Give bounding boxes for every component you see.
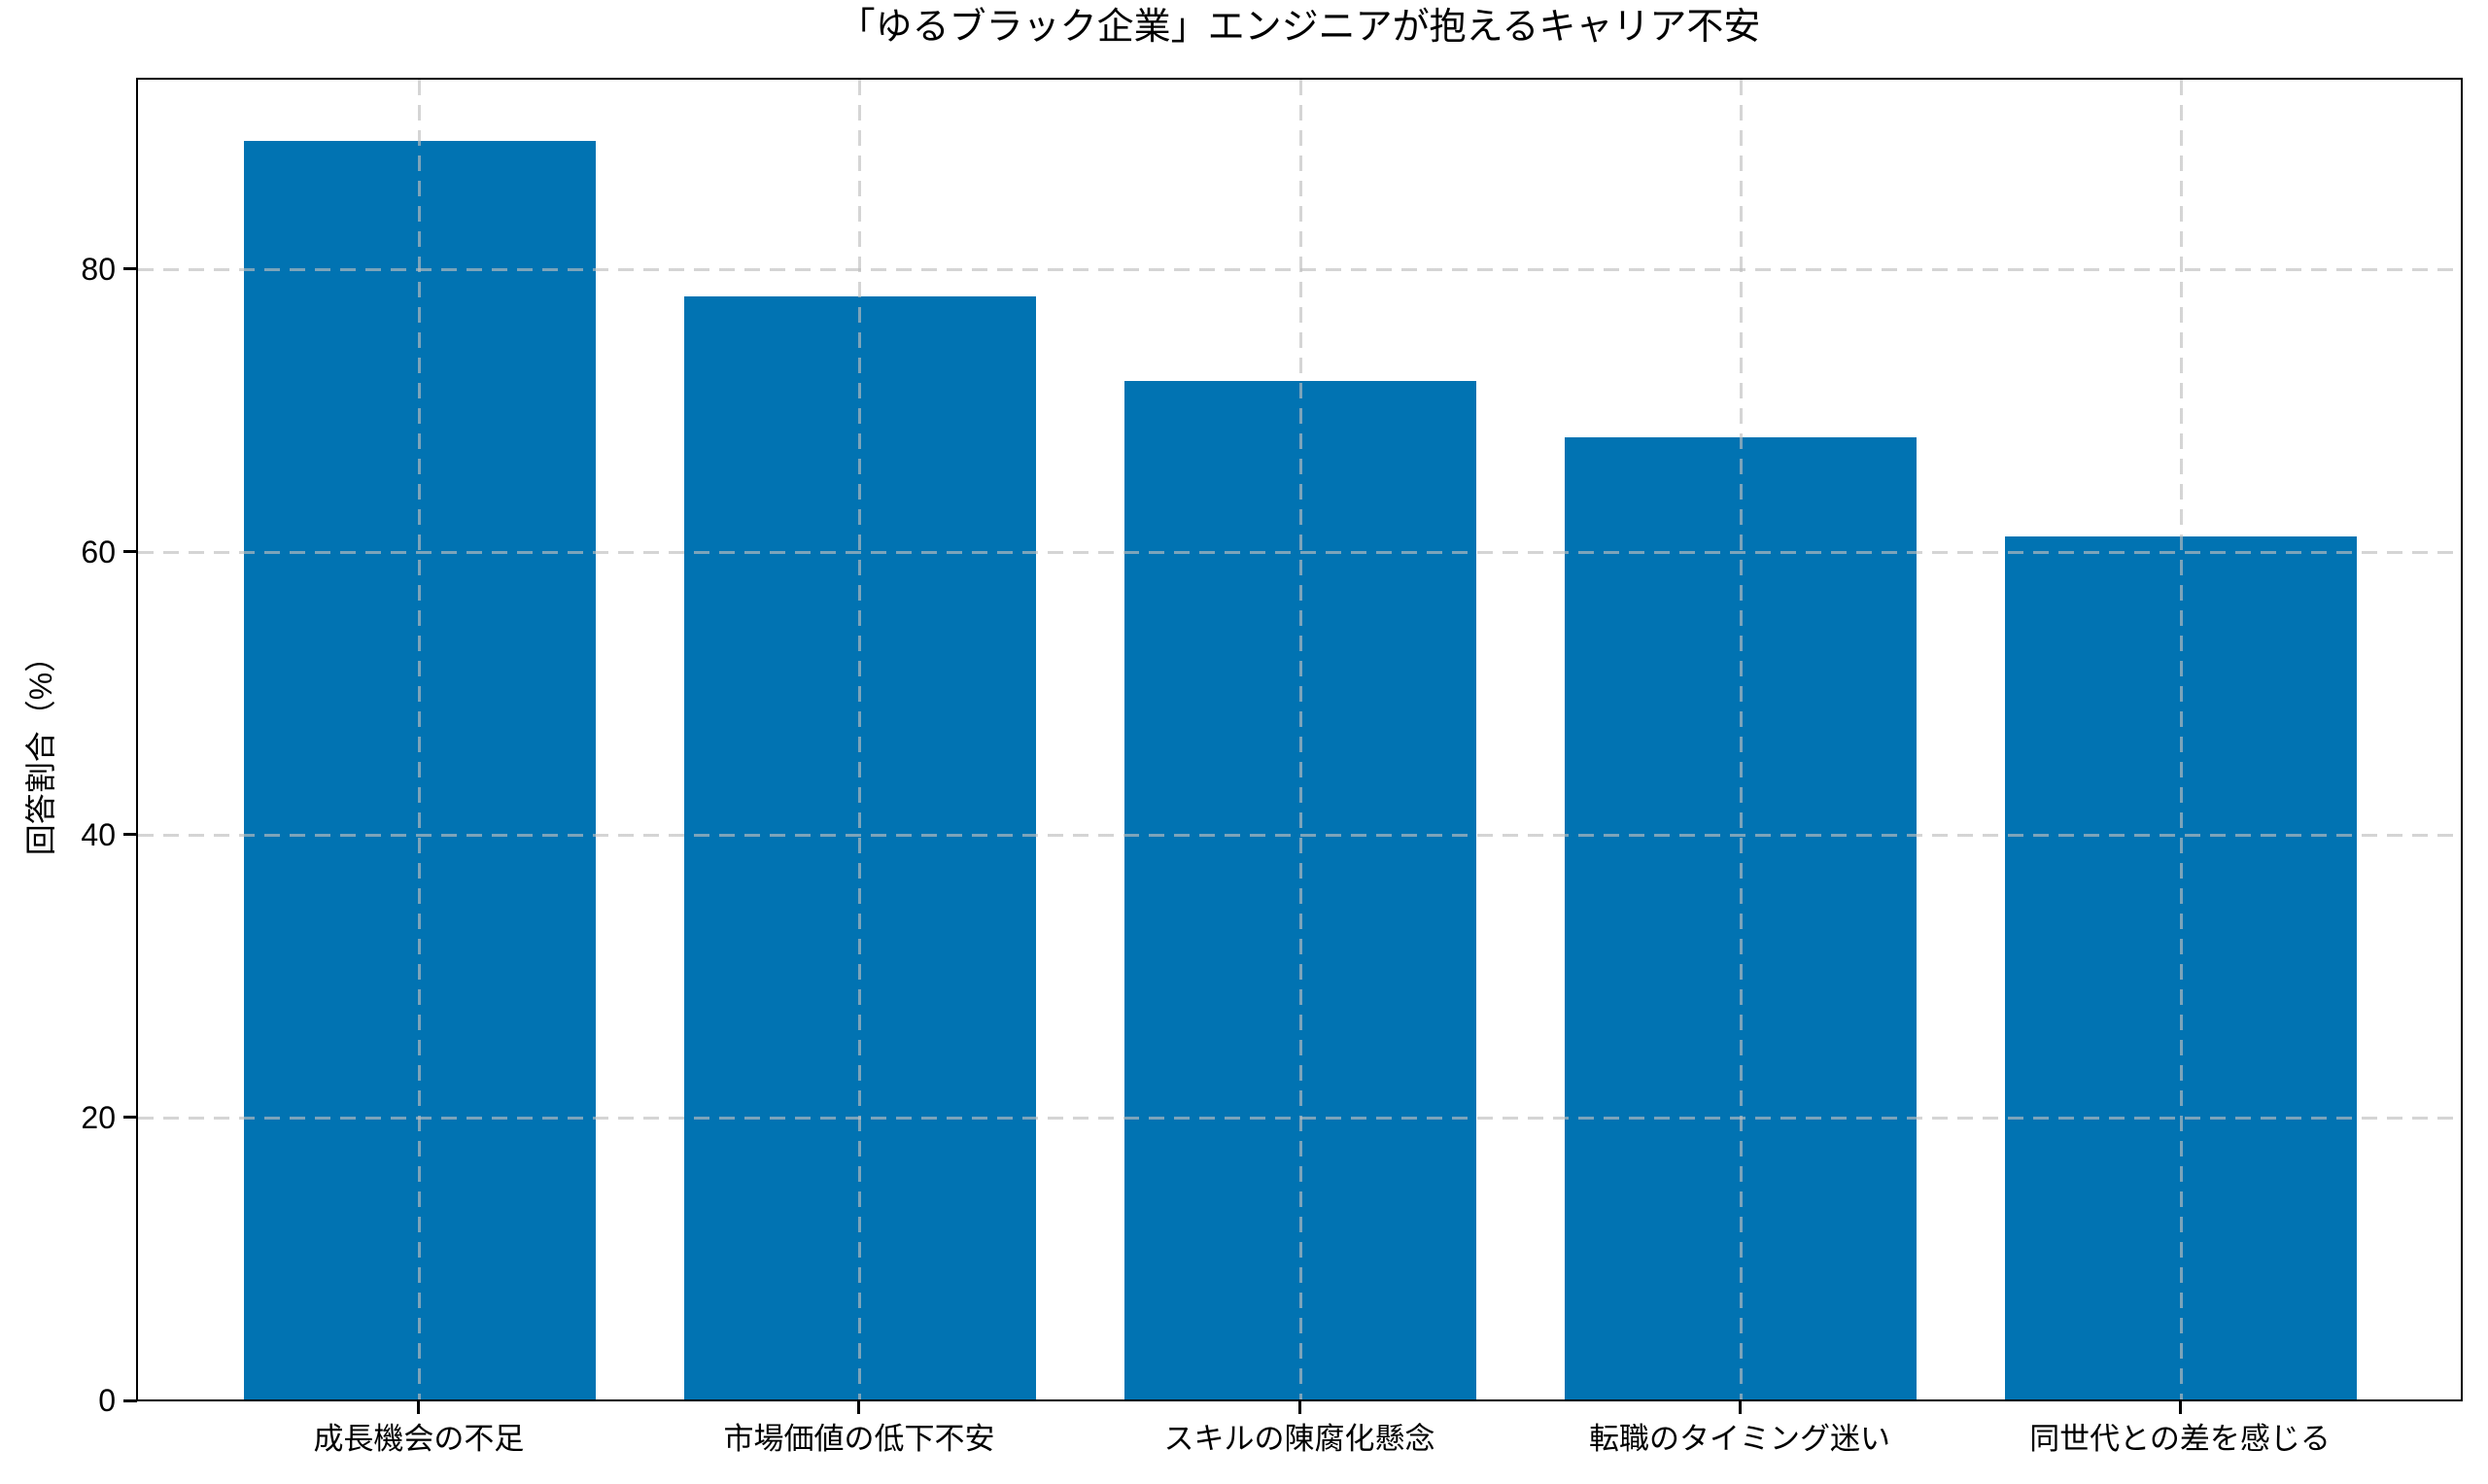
gridline-vertical — [858, 80, 862, 1399]
gridline-vertical — [1298, 80, 1302, 1399]
gridline-vertical — [1739, 80, 1743, 1399]
y-tick-label: 60 — [81, 534, 116, 569]
plot-area — [136, 78, 2463, 1401]
gridline-vertical — [418, 80, 422, 1399]
chart-title: 「ゆるブラック企業」エンジニアが抱えるキャリア不安 — [838, 7, 1761, 48]
x-tick-label: 転職のタイミング迷い — [1589, 1422, 1891, 1456]
y-tick-label: 0 — [98, 1383, 116, 1418]
y-tick-label: 40 — [81, 816, 116, 852]
gridline-vertical — [2179, 80, 2183, 1399]
x-tick-mark — [1297, 1400, 1301, 1414]
y-tick-mark — [123, 1398, 137, 1402]
x-tick-label: 成長機会の不足 — [313, 1422, 525, 1456]
x-tick-label: スキルの陳腐化懸念 — [1163, 1422, 1435, 1456]
y-tick-mark — [123, 1116, 137, 1120]
y-tick-mark — [123, 833, 137, 837]
y-tick-mark — [123, 550, 137, 554]
x-tick-label: 市場価値の低下不安 — [723, 1422, 995, 1456]
plot-inner — [138, 80, 2461, 1399]
x-tick-label: 同世代との差を感じる — [2029, 1422, 2331, 1456]
y-tick-label: 20 — [81, 1099, 116, 1135]
y-tick-mark — [123, 267, 137, 271]
x-tick-mark — [417, 1400, 421, 1414]
x-tick-mark — [2178, 1400, 2182, 1414]
y-tick-label: 80 — [81, 251, 116, 287]
x-tick-mark — [1738, 1400, 1742, 1414]
x-tick-mark — [857, 1400, 861, 1414]
